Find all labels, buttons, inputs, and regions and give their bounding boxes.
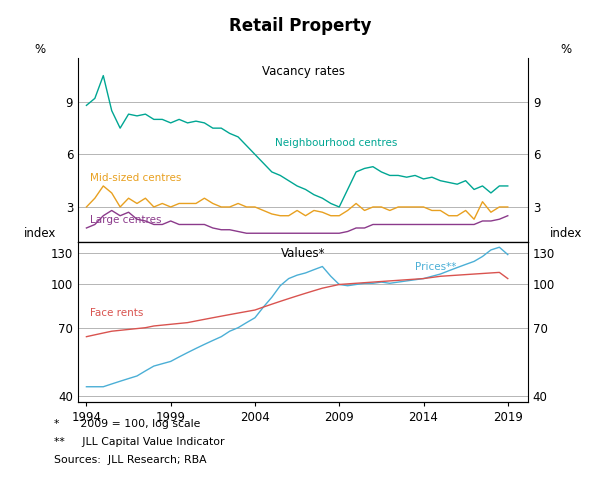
Text: Vacancy rates: Vacancy rates <box>262 65 344 78</box>
Text: **     JLL Capital Value Indicator: ** JLL Capital Value Indicator <box>54 437 224 447</box>
Text: *      2009 = 100, log scale: * 2009 = 100, log scale <box>54 419 200 429</box>
Text: Retail Property: Retail Property <box>229 17 371 35</box>
Text: Face rents: Face rents <box>90 308 143 318</box>
Text: Mid-sized centres: Mid-sized centres <box>90 173 181 182</box>
Text: Values*: Values* <box>281 247 325 260</box>
Text: Prices**: Prices** <box>415 262 457 272</box>
Text: %: % <box>34 43 46 56</box>
Text: Neighbourhood centres: Neighbourhood centres <box>275 137 398 148</box>
Text: index: index <box>550 227 583 241</box>
Text: %: % <box>560 43 572 56</box>
Text: index: index <box>23 227 56 241</box>
Text: Large centres: Large centres <box>90 215 161 225</box>
Text: Sources:  JLL Research; RBA: Sources: JLL Research; RBA <box>54 455 206 466</box>
